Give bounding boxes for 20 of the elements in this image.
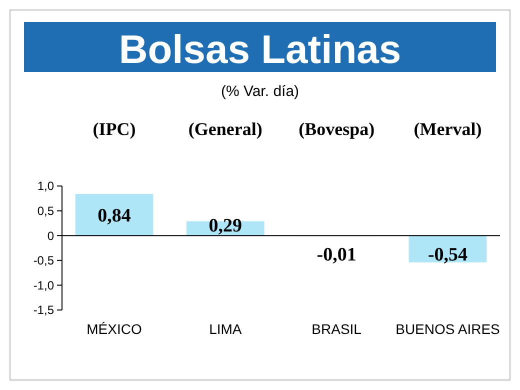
chart-title: Bolsas Latinas (118, 28, 402, 72)
y-tick-label: 1,0 (37, 179, 54, 194)
text: (Merval) (414, 119, 482, 139)
x-tick-label: LIMA (209, 321, 242, 337)
data-label: -0,54 (428, 244, 468, 266)
y-tick-label: -1,0 (33, 278, 54, 292)
text: (General) (188, 119, 262, 139)
x-tick-label: BRASIL (312, 321, 362, 337)
data-label: -0,01 (316, 244, 356, 266)
x-tick-label: BUENOS AIRES (396, 321, 500, 337)
y-tick-label: -0,5 (33, 254, 54, 268)
y-tick-label: -1,5 (33, 303, 54, 318)
y-tick-label: 0 (47, 228, 54, 243)
y-tick-label: 0,5 (37, 204, 54, 218)
text: (IPC) (92, 119, 136, 139)
data-label: 0,84 (98, 205, 132, 226)
data-label: 0,29 (208, 215, 242, 236)
x-tick-label: MÉXICO (86, 321, 142, 337)
text: (Bovespa) (298, 119, 375, 139)
chart-subtitle: (% Var. día) (220, 83, 300, 100)
